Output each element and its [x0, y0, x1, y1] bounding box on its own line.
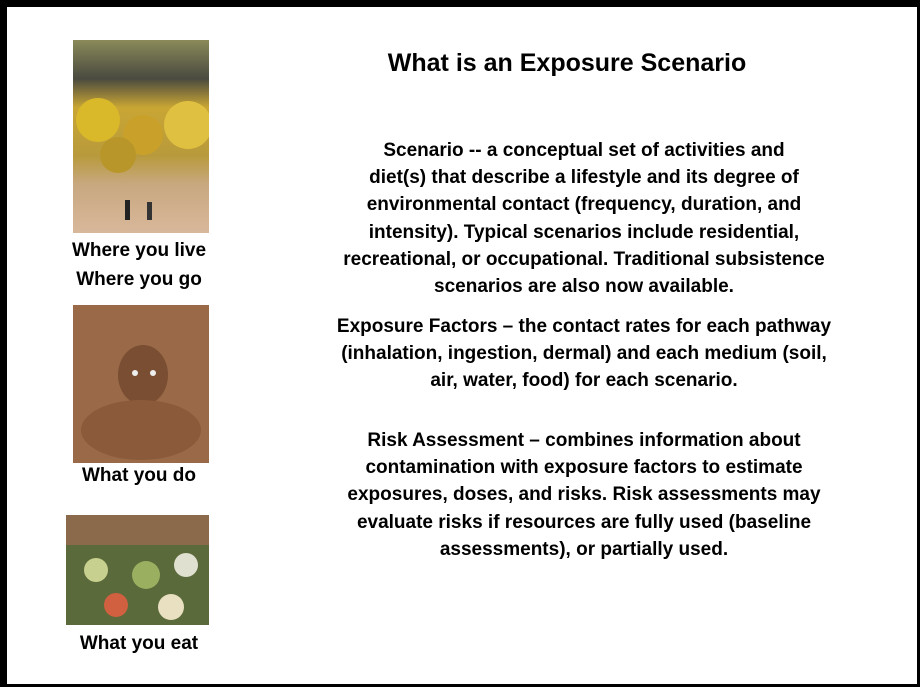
text-line: Risk Assessment – combines information a…	[367, 430, 801, 451]
caption: What you eat	[79, 633, 199, 654]
slide-title: What is an Exposure Scenario	[387, 49, 747, 77]
text-line: Scenario -- a conceptual set of activiti…	[383, 140, 785, 161]
caption: What you do	[82, 465, 196, 486]
text-line: contamination with exposure factors to e…	[365, 457, 803, 479]
text-line: (inhalation, ingestion, dermal) and each…	[341, 343, 827, 365]
photo-market	[66, 515, 209, 625]
caption: Where you live	[71, 240, 207, 261]
text-line: exposures, doses, and risks. Risk assess…	[347, 484, 821, 506]
text-line: Exposure Factors – the contact rates for…	[336, 316, 832, 337]
text-line: assessments), or partially used.	[439, 538, 729, 560]
photo-landscape	[73, 40, 209, 233]
caption: Where you go	[76, 269, 202, 290]
text-line: scenarios are also now available.	[434, 276, 734, 297]
text-line: air, water, food) for each scenario.	[430, 370, 738, 392]
text-line: recreational, or occupational. Tradition…	[343, 248, 825, 270]
text-line: environmental contact (frequency, durati…	[366, 194, 802, 216]
photo-mud	[73, 305, 209, 463]
text-line: evaluate risks if resources are fully us…	[356, 511, 812, 533]
text-line: intensity). Typical scenarios include re…	[368, 221, 800, 243]
text-line: diet(s) that describe a lifestyle and it…	[369, 167, 799, 189]
